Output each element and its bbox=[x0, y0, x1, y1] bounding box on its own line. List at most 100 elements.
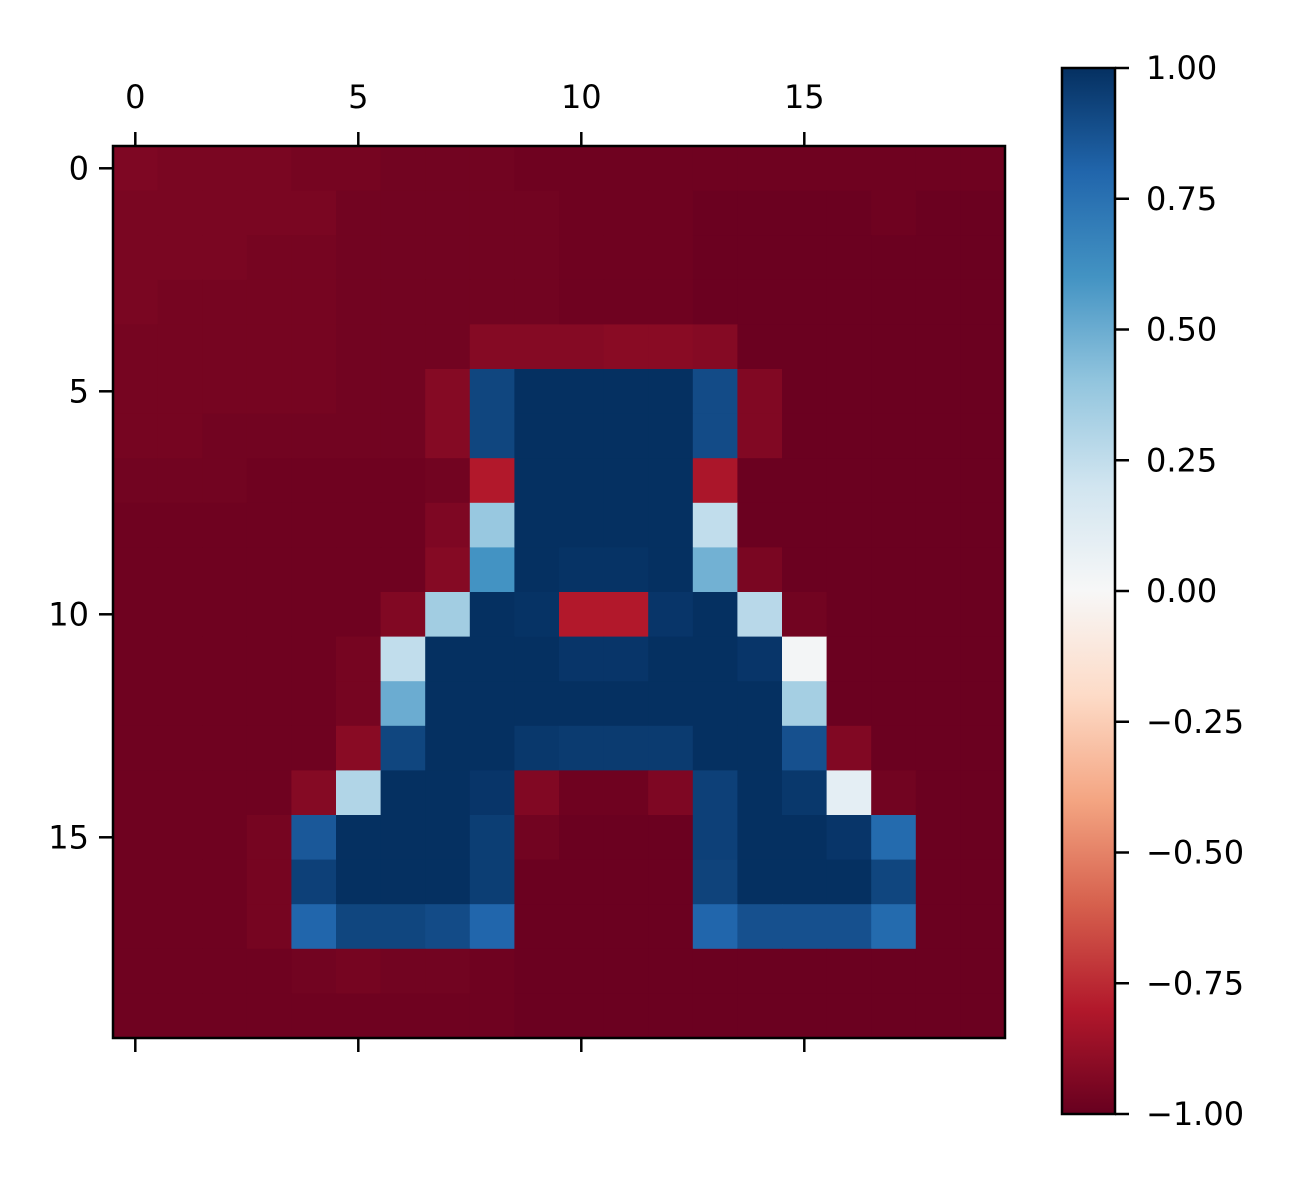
heatmap-cell bbox=[915, 413, 961, 459]
heatmap-cell bbox=[648, 681, 694, 727]
heatmap-cell bbox=[336, 235, 382, 281]
heatmap-cell bbox=[737, 324, 783, 370]
heatmap-cell bbox=[559, 369, 605, 415]
heatmap-cell bbox=[469, 636, 515, 682]
heatmap-cell bbox=[514, 993, 560, 1039]
heatmap-cell bbox=[246, 458, 292, 504]
heatmap-cell bbox=[559, 770, 605, 816]
heatmap-cell bbox=[871, 146, 917, 192]
heatmap-cell bbox=[380, 146, 426, 192]
heatmap-cell bbox=[915, 235, 961, 281]
heatmap-cell bbox=[915, 146, 961, 192]
heatmap-cell bbox=[826, 859, 872, 905]
heatmap-cell bbox=[960, 815, 1006, 861]
heatmap-cell bbox=[782, 413, 828, 459]
y-tick-label: 10 bbox=[48, 595, 89, 633]
heatmap-cell bbox=[246, 681, 292, 727]
heatmap-cell bbox=[202, 592, 248, 638]
heatmap-cell bbox=[246, 502, 292, 548]
heatmap-cell bbox=[692, 324, 738, 370]
heatmap-cell bbox=[692, 502, 738, 548]
heatmap-cell bbox=[737, 413, 783, 459]
heatmap-cell bbox=[469, 458, 515, 504]
heatmap-cell bbox=[692, 413, 738, 459]
heatmap-cell bbox=[960, 235, 1006, 281]
x-tick-label: 15 bbox=[784, 78, 825, 116]
heatmap-cell bbox=[425, 681, 471, 727]
heatmap-cell bbox=[514, 547, 560, 593]
y-tick-label: 0 bbox=[69, 149, 89, 187]
heatmap-cell bbox=[113, 502, 159, 548]
heatmap-cell bbox=[202, 904, 248, 950]
heatmap-cell bbox=[826, 725, 872, 771]
heatmap-cell bbox=[559, 681, 605, 727]
heatmap-cell bbox=[291, 681, 337, 727]
heatmap-cell bbox=[246, 592, 292, 638]
heatmap-cell bbox=[915, 636, 961, 682]
heatmap-cell bbox=[559, 636, 605, 682]
heatmap-cell bbox=[559, 235, 605, 281]
heatmap-cell bbox=[469, 146, 515, 192]
colorbar-axis: 1.00 0.75 0.50 0.25 0.00 −0.25 −0.50 −0.75 −1.00 bbox=[1115, 49, 1244, 1133]
heatmap-cell bbox=[246, 904, 292, 950]
heatmap-cell bbox=[425, 592, 471, 638]
heatmap-cell bbox=[960, 770, 1006, 816]
heatmap-cell bbox=[648, 948, 694, 994]
heatmap-cell bbox=[291, 948, 337, 994]
heatmap-cell bbox=[826, 458, 872, 504]
heatmap-cell bbox=[737, 859, 783, 905]
heatmap-cell bbox=[469, 547, 515, 593]
y-tick-label: 5 bbox=[69, 372, 89, 410]
heatmap-cell bbox=[737, 279, 783, 325]
heatmap-cell bbox=[737, 904, 783, 950]
heatmap-cell bbox=[559, 547, 605, 593]
heatmap-cell bbox=[915, 770, 961, 816]
heatmap-cell bbox=[826, 592, 872, 638]
heatmap-cell bbox=[425, 279, 471, 325]
heatmap-cell bbox=[246, 547, 292, 593]
heatmap-cell bbox=[202, 146, 248, 192]
heatmap-cell bbox=[737, 190, 783, 236]
heatmap-cell bbox=[737, 458, 783, 504]
heatmap-cell bbox=[113, 815, 159, 861]
heatmap-cell bbox=[336, 369, 382, 415]
heatmap-cell bbox=[960, 681, 1006, 727]
heatmap-cell bbox=[692, 547, 738, 593]
x-axis-top: 0 5 10 15 bbox=[125, 78, 825, 146]
heatmap-cell bbox=[380, 369, 426, 415]
heatmap-cell bbox=[559, 993, 605, 1039]
heatmap-cell bbox=[737, 993, 783, 1039]
heatmap-cell bbox=[915, 681, 961, 727]
heatmap-cell bbox=[782, 681, 828, 727]
heatmap-cell bbox=[157, 592, 203, 638]
heatmap-cell bbox=[871, 904, 917, 950]
heatmap-cell bbox=[692, 458, 738, 504]
heatmap-cell bbox=[380, 770, 426, 816]
heatmap-cell bbox=[291, 993, 337, 1039]
heatmap-cell bbox=[113, 146, 159, 192]
heatmap-cell bbox=[113, 190, 159, 236]
plot-frame bbox=[111, 144, 1007, 1040]
colorbar-tick-label: −1.00 bbox=[1146, 1095, 1244, 1133]
heatmap-cell bbox=[291, 190, 337, 236]
heatmap-cell bbox=[469, 279, 515, 325]
heatmap-cell bbox=[157, 324, 203, 370]
heatmap-cell bbox=[157, 904, 203, 950]
heatmap-cell bbox=[291, 146, 337, 192]
heatmap-cell bbox=[291, 235, 337, 281]
heatmap-cell bbox=[559, 413, 605, 459]
heatmap-cell bbox=[425, 502, 471, 548]
heatmap-cell bbox=[514, 904, 560, 950]
heatmap-cell bbox=[603, 502, 649, 548]
heatmap-cell bbox=[559, 324, 605, 370]
heatmap-cell bbox=[782, 815, 828, 861]
heatmap-cell bbox=[692, 369, 738, 415]
heatmap-cell bbox=[380, 948, 426, 994]
heatmap-cell bbox=[603, 190, 649, 236]
heatmap-cell bbox=[871, 235, 917, 281]
heatmap-cell bbox=[603, 636, 649, 682]
heatmap-cell bbox=[915, 190, 961, 236]
heatmap-cell bbox=[246, 636, 292, 682]
heatmap-cell bbox=[425, 547, 471, 593]
